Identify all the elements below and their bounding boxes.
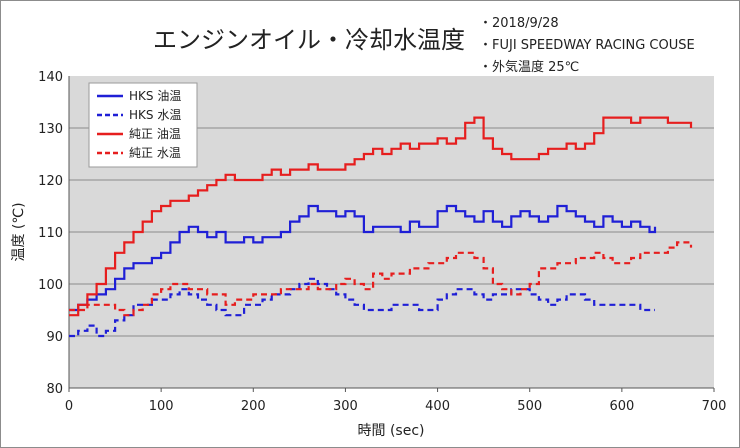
x-tick-label-6: 600 bbox=[609, 399, 634, 414]
y-tick-label-5: 130 bbox=[38, 122, 63, 137]
y-tick-label-4: 120 bbox=[38, 174, 63, 189]
y-axis-title: 温度 (℃) bbox=[11, 202, 27, 261]
note-course: ・FUJI SPEEDWAY RACING COUSE bbox=[479, 38, 695, 53]
y-tick-label-6: 140 bbox=[38, 70, 63, 85]
x-tick-label-7: 700 bbox=[702, 399, 727, 414]
series-line-2 bbox=[69, 116, 693, 317]
series-layer bbox=[69, 116, 693, 338]
x-tick-label-4: 400 bbox=[425, 399, 450, 414]
legend-label-0: HKS 油温 bbox=[129, 89, 181, 103]
y-tick-label-0: 80 bbox=[46, 382, 63, 397]
note-date: ・2018/9/28 bbox=[479, 16, 559, 31]
chart-title: エンジンオイル・冷却水温度 bbox=[153, 26, 465, 54]
y-tick-label-3: 110 bbox=[38, 226, 63, 241]
tick-labels: 80 90 100 110 120 130 140 0 100 200 300 400 500 600 70… bbox=[38, 70, 726, 414]
note-temperature: ・外気温度 25℃ bbox=[479, 59, 579, 75]
series-line-3 bbox=[69, 241, 693, 317]
legend-label-2: 純正 油温 bbox=[129, 127, 181, 141]
x-axis-title: 時間 (sec) bbox=[358, 423, 425, 439]
legend-label-3: 純正 水温 bbox=[129, 146, 181, 160]
series-line-1 bbox=[69, 277, 655, 338]
y-tick-label-1: 90 bbox=[46, 330, 63, 345]
x-tick-label-2: 200 bbox=[241, 399, 266, 414]
x-tick-label-1: 100 bbox=[149, 399, 174, 414]
series-line-0 bbox=[69, 204, 657, 312]
y-tick-label-2: 100 bbox=[38, 278, 63, 293]
x-tick-label-3: 300 bbox=[333, 399, 358, 414]
legend-label-1: HKS 水温 bbox=[129, 108, 181, 122]
x-tick-label-0: 0 bbox=[65, 399, 73, 414]
x-tick-label-5: 500 bbox=[517, 399, 542, 414]
